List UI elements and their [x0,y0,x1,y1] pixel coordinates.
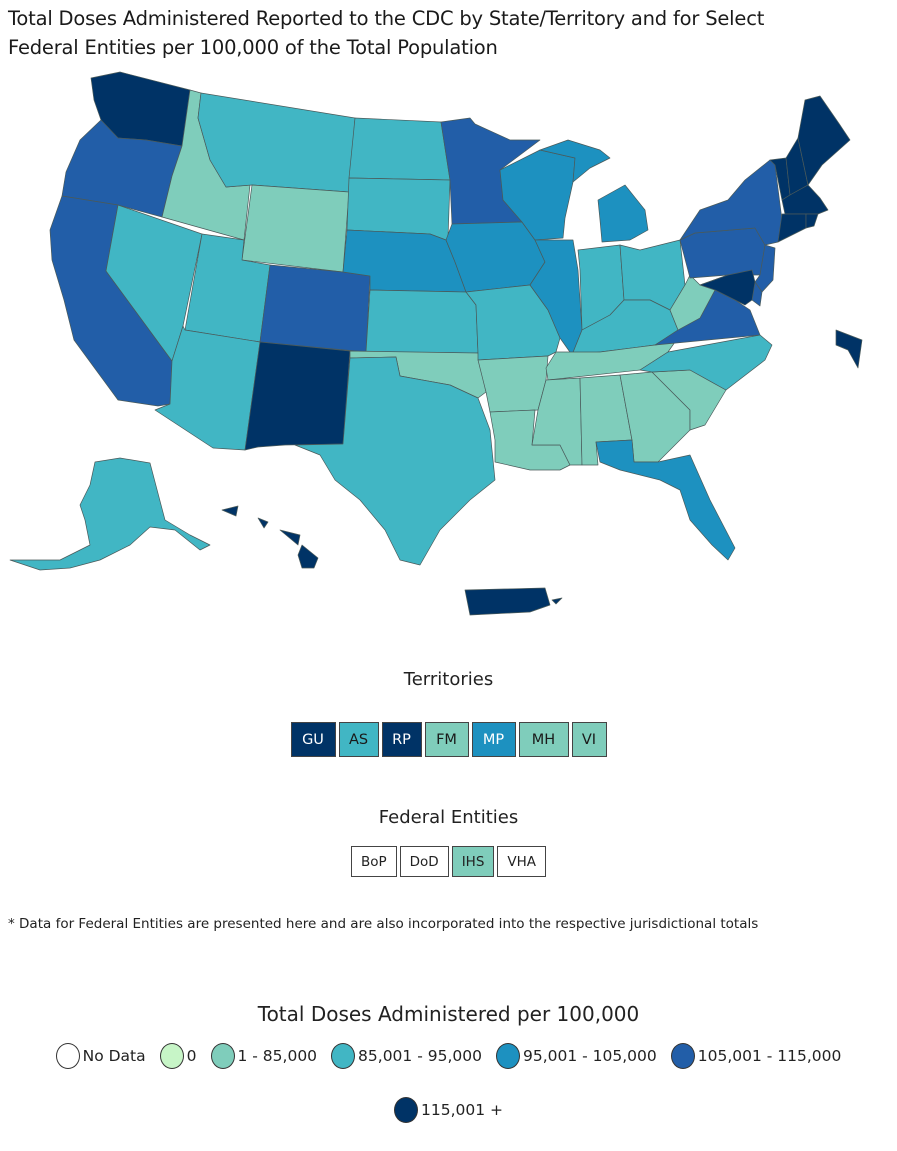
state-ME[interactable] [797,95,851,186]
federal-entities-title: Federal Entities [378,807,519,828]
state-ND[interactable] [348,117,451,181]
legend-row-2: 115,001 + [0,1097,897,1123]
state-WI[interactable] [499,149,576,241]
territory-button-FM[interactable]: FM [424,722,469,757]
state-PR[interactable] [464,587,563,616]
territory-button-RP[interactable]: RP [381,722,422,757]
legend-swatch-icon [670,1043,695,1069]
state-DC[interactable] [835,329,863,369]
state-WY[interactable] [241,184,350,273]
state-HI[interactable] [221,505,319,569]
territory-button-MP[interactable]: MP [471,722,516,757]
legend-item-1-85000[interactable]: 1 - 85,000 [210,1043,318,1069]
federal-entities-footnote: * Data for Federal Entities are presente… [8,916,759,932]
legend-label: 85,001 - 95,000 [358,1047,482,1065]
legend-item-95001-105000[interactable]: 95,001 - 105,000 [495,1043,657,1069]
legend-label: 105,001 - 115,000 [697,1047,842,1065]
state-AR[interactable] [477,355,549,413]
territory-button-VI[interactable]: VI [571,722,607,757]
state-MI[interactable] [539,139,649,243]
legend-swatch-icon [159,1043,184,1069]
page-title-line-2: Federal Entities per 100,000 of the Tota… [8,36,498,59]
state-OH[interactable] [619,239,686,311]
state-AK[interactable] [9,457,211,571]
state-MD[interactable] [699,269,756,306]
federal-entity-button-VHA[interactable]: VHA [497,846,547,877]
legend-title: Total Doses Administered per 100,000 [257,1002,640,1026]
legend-swatch-icon [393,1097,418,1123]
legend-item-zero[interactable]: 0 [159,1043,197,1069]
state-FL[interactable] [595,439,736,561]
legend-swatch-icon [55,1043,80,1069]
page-title-line-1: Total Doses Administered Reported to the… [8,7,765,30]
legend-row-1: No Data 0 1 - 85,000 85,001 - 95,000 95,… [0,1043,897,1069]
territories-title: Territories [403,669,494,690]
state-IL[interactable] [529,239,583,356]
state-KS[interactable] [365,289,479,354]
federal-entities-buttons: BoP DoD IHS VHA [0,846,897,877]
state-RI[interactable] [805,213,819,229]
legend-item-85001-95000[interactable]: 85,001 - 95,000 [331,1043,482,1069]
legend-swatch-icon [495,1043,520,1069]
legend-label: No Data [82,1047,146,1065]
state-CT[interactable] [777,213,807,243]
state-NM[interactable] [244,341,351,451]
state-CO[interactable] [259,264,371,353]
state-NY[interactable] [679,159,783,246]
state-TX[interactable] [294,356,496,566]
legend-swatch-icon [210,1043,235,1069]
legend-item-115001-plus[interactable]: 115,001 + [393,1097,503,1123]
territories-buttons: GU AS RP FM MP MH VI [0,722,897,757]
legend-label: 1 - 85,000 [237,1047,318,1065]
territory-button-GU[interactable]: GU [290,722,336,757]
page-title: Total Doses Administered Reported to the… [8,4,888,62]
federal-entity-button-DoD[interactable]: DoD [399,846,449,877]
state-LA[interactable] [489,409,571,471]
federal-entity-button-BoP[interactable]: BoP [350,846,397,877]
federal-entity-button-IHS[interactable]: IHS [451,846,495,877]
legend-item-no-data[interactable]: No Data [55,1043,146,1069]
state-MT[interactable] [197,92,356,193]
state-NC[interactable] [639,334,773,391]
legend-item-105001-115000[interactable]: 105,001 - 115,000 [670,1043,842,1069]
us-choropleth-map [0,64,897,624]
legend-label: 0 [186,1047,197,1065]
legend-label: 95,001 - 105,000 [522,1047,657,1065]
territory-button-AS[interactable]: AS [338,722,379,757]
territory-button-MH[interactable]: MH [518,722,569,757]
legend-swatch-icon [331,1043,356,1069]
legend-label: 115,001 + [420,1101,503,1119]
